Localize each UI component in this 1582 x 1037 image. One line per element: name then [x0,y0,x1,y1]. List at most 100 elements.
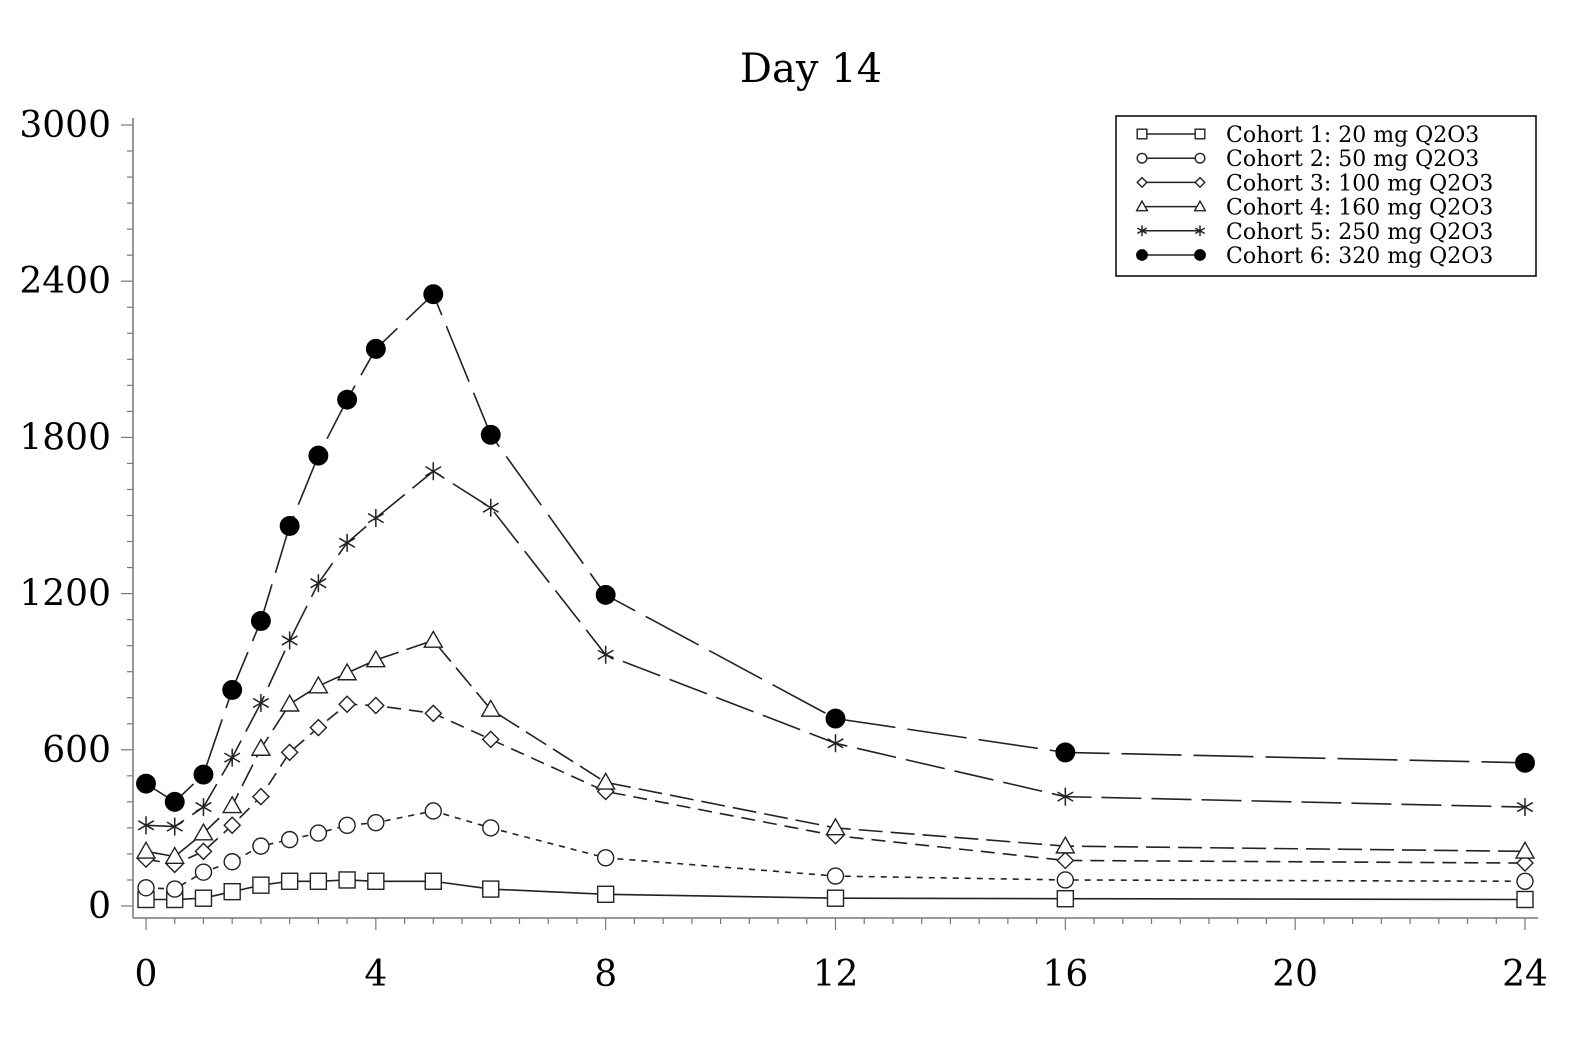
y-tick-label: 1200 [19,574,111,615]
data-point-diamond [424,704,443,723]
data-point-triangle [135,840,157,859]
data-point-asterisk [367,509,385,528]
data-point-circle [367,813,385,832]
data-point-diamond [338,695,357,714]
data-point-diamond [309,718,328,737]
data-point-triangle [365,649,387,668]
data-point-triangle [164,846,185,864]
data-point-asterisk [281,631,298,650]
data-point-asterisk [224,748,241,767]
data-point-circle [280,830,299,849]
series-5 [137,462,1534,836]
data-point-diamond [481,730,500,749]
data-point-square [1056,890,1075,908]
data-point-square [280,872,299,890]
series-layer [135,284,1536,909]
data-point-square [826,889,845,907]
data-point-circle [223,853,241,871]
series-6 [136,284,1535,812]
data-point-diamond [366,696,385,715]
data-point-filled-circle [136,773,156,794]
data-point-triangle [1193,199,1207,212]
data-point-triangle [480,699,501,717]
data-point-circle [826,867,845,885]
data-point-triangle [193,822,214,841]
legend-label: Cohort 5: 250 mg Q2O3 [1226,220,1493,245]
data-point-square [1194,128,1206,140]
data-point-square [338,871,356,889]
data-point-asterisk [1057,787,1074,806]
data-point-filled-circle [250,610,271,631]
data-point-filled-circle [365,338,386,359]
data-point-filled-circle [1055,742,1076,763]
series-line [145,810,1526,890]
data-point-circle [166,880,184,898]
data-point-circle [482,819,500,837]
data-point-filled-circle [423,284,444,305]
data-point-filled-circle [1136,249,1148,261]
data-point-triangle [1514,840,1536,859]
data-point-triangle [221,795,243,814]
data-point-diamond [251,787,270,806]
legend-label: Cohort 4: 160 mg Q2O3 [1226,196,1493,221]
data-point-circle [338,816,356,834]
data-point-square [252,876,270,894]
data-point-diamond [280,743,299,762]
data-point-circle [194,863,213,881]
data-point-circle [1136,152,1148,164]
data-point-square [482,880,500,898]
series-3 [137,695,1534,874]
data-point-triangle [308,675,329,694]
data-point-triangle [423,630,444,648]
data-point-asterisk [827,734,844,753]
data-point-diamond [1136,176,1148,189]
data-point-square [309,872,328,890]
data-point-triangle [595,771,616,790]
data-point-asterisk [597,645,614,664]
data-point-asterisk [338,533,356,552]
data-point-diamond [194,842,213,861]
y-tick-label: 1800 [19,417,111,458]
x-tick-label: 20 [1272,954,1318,995]
legend-item: Cohort 3: 100 mg Q2O3 [1136,171,1493,196]
data-point-triangle [336,662,358,681]
data-point-circle [252,837,270,855]
data-point-asterisk [310,574,327,593]
legend-item: Cohort 2: 50 mg Q2O3 [1136,147,1479,172]
y-tick-label: 3000 [19,105,111,146]
data-point-filled-circle [279,515,300,536]
x-tick-label: 4 [364,954,387,995]
data-point-filled-circle [193,764,214,785]
data-point-circle [309,824,328,842]
y-tick-label: 2400 [19,261,111,302]
data-point-filled-circle [595,584,616,605]
data-point-filled-circle [825,708,846,729]
data-point-triangle [1135,199,1149,212]
series-4 [135,630,1536,864]
data-point-circle [137,879,155,897]
data-point-asterisk [195,798,212,817]
data-point-square [1136,128,1148,140]
data-point-filled-circle [164,791,185,812]
data-point-triangle [279,693,300,712]
x-tick-label: 24 [1502,954,1548,995]
x-tick-label: 16 [1042,954,1088,995]
data-point-square [367,872,385,890]
legend-label: Cohort 3: 100 mg Q2O3 [1226,171,1493,196]
series-line [145,470,1526,828]
data-point-triangle [1055,835,1076,854]
legend-item: Cohort 6: 320 mg Q2O3 [1136,244,1493,269]
chart-title: Day 14 [740,46,882,92]
y-tick-label: 600 [42,730,111,771]
data-point-asterisk [1136,225,1148,237]
legend-box [1115,115,1537,277]
series-2 [137,802,1534,898]
data-point-circle [1516,872,1534,890]
data-point-square [194,889,213,907]
data-point-filled-circle [1194,249,1206,261]
axes: 0 600 1200 1800 2400 3000 0 4 8 12 16 20 24 [19,105,1548,995]
data-point-asterisk [137,816,155,835]
data-point-square [223,882,241,901]
legend-label: Cohort 6: 320 mg Q2O3 [1226,244,1493,269]
data-point-filled-circle [308,445,329,466]
